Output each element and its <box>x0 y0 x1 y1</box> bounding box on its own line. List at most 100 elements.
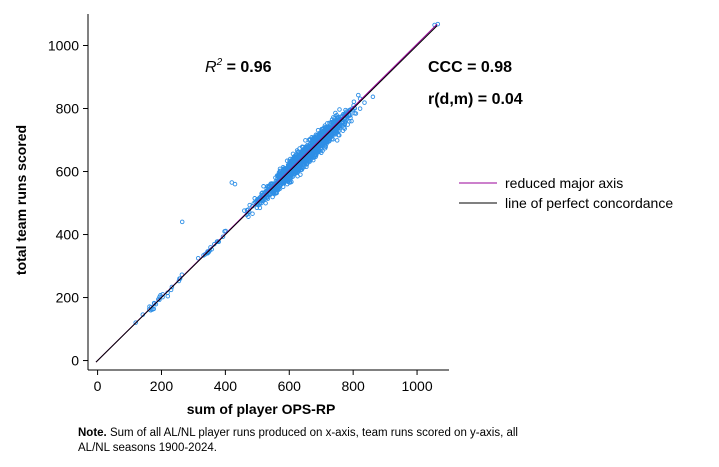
data-point <box>295 155 301 160</box>
y-tick-label: 600 <box>56 164 80 180</box>
data-point <box>314 145 320 151</box>
data-point <box>289 175 294 180</box>
data-point <box>278 168 283 174</box>
data-point <box>336 124 341 129</box>
data-point <box>336 125 341 131</box>
data-point <box>247 202 252 208</box>
data-point <box>291 164 296 169</box>
data-point <box>357 106 363 111</box>
data-point <box>278 181 283 187</box>
footnote-label: Note. <box>78 427 107 439</box>
data-point <box>328 131 334 137</box>
data-point <box>435 21 441 27</box>
data-point <box>263 200 268 206</box>
data-point <box>298 162 303 167</box>
data-point <box>321 126 326 131</box>
data-point <box>270 194 275 200</box>
data-point <box>280 179 286 184</box>
data-point <box>356 92 361 98</box>
data-point <box>288 160 294 166</box>
data-point <box>349 118 354 124</box>
data-point <box>257 201 263 207</box>
data-point <box>308 142 314 148</box>
data-point <box>305 149 311 155</box>
y-tick-label: 1000 <box>48 38 79 54</box>
data-point <box>195 255 201 261</box>
data-point <box>246 214 251 219</box>
data-point <box>329 119 334 125</box>
y-tick-label: 200 <box>56 290 80 306</box>
y-tick-label: 400 <box>56 227 80 243</box>
data-point <box>351 99 357 104</box>
axes: 0 200 400 600 800 1000 0 200 400 600 800 1000 <box>48 14 449 394</box>
data-point <box>362 100 367 105</box>
scatter-chart: 0 200 400 600 800 1000 0 200 400 600 800 1000 sum o… <box>13 14 673 417</box>
footnote-text: Sum of all AL/NL player runs produced on… <box>78 427 518 454</box>
data-point <box>322 145 328 151</box>
data-point <box>322 137 327 142</box>
r-squared-label: R2 = 0.96 <box>205 57 272 76</box>
data-point <box>242 208 247 213</box>
data-point <box>285 163 291 169</box>
data-point <box>295 169 301 174</box>
ccc-label: CCC = 0.98 <box>428 59 512 76</box>
data-point <box>342 121 348 126</box>
x-tick-label: 1000 <box>401 378 432 394</box>
data-point <box>222 229 227 234</box>
y-tick-label: 800 <box>56 101 80 117</box>
footnote: Note. Sum of all AL/NL player runs produ… <box>78 426 518 456</box>
data-point <box>337 107 342 112</box>
data-point <box>287 180 293 185</box>
data-point <box>176 278 182 284</box>
data-point <box>250 211 255 216</box>
x-tick-label: 600 <box>278 378 302 394</box>
data-point <box>220 234 226 239</box>
data-point <box>232 181 238 187</box>
x-axis-title: sum of player OPS-RP <box>187 401 336 417</box>
data-point <box>300 151 305 157</box>
data-point <box>292 159 298 164</box>
data-point <box>264 195 270 200</box>
legend: reduced major axis line of perfect conco… <box>459 175 673 211</box>
data-point <box>345 122 350 127</box>
data-point <box>311 139 317 144</box>
data-point <box>177 276 183 281</box>
data-point <box>179 219 185 225</box>
data-point <box>302 160 307 166</box>
x-tick-label: 400 <box>214 378 238 394</box>
data-point <box>260 198 265 203</box>
data-point <box>311 157 316 163</box>
data-point <box>340 112 346 117</box>
data-point <box>319 150 324 156</box>
x-tick-label: 800 <box>341 378 365 394</box>
rdm-label: r(d,m) = 0.04 <box>428 91 523 108</box>
y-tick-label: 0 <box>71 353 79 369</box>
x-tick-label: 0 <box>94 378 102 394</box>
data-point <box>259 190 265 196</box>
data-point <box>152 301 157 306</box>
data-point <box>330 120 336 125</box>
data-point <box>352 111 357 116</box>
data-point <box>370 94 376 100</box>
data-point <box>261 184 266 189</box>
data-point <box>254 205 260 211</box>
data-point <box>296 149 301 155</box>
data-point <box>160 294 165 300</box>
data-point <box>332 127 337 133</box>
y-axis-title: total team runs scored <box>13 125 29 275</box>
data-point <box>327 138 332 144</box>
data-point <box>133 320 138 325</box>
legend-label-concordance: line of perfect concordance <box>505 195 673 211</box>
data-point <box>319 136 325 142</box>
x-tick-label: 200 <box>150 378 174 394</box>
legend-label-rma: reduced major axis <box>505 175 623 191</box>
lines-layer <box>95 23 438 363</box>
data-point <box>157 297 162 303</box>
data-point <box>303 138 308 143</box>
data-point <box>333 122 339 128</box>
data-point <box>284 158 290 164</box>
concordance-line <box>95 25 438 363</box>
data-point <box>333 110 338 116</box>
data-point <box>165 293 171 299</box>
data-point <box>169 284 175 290</box>
